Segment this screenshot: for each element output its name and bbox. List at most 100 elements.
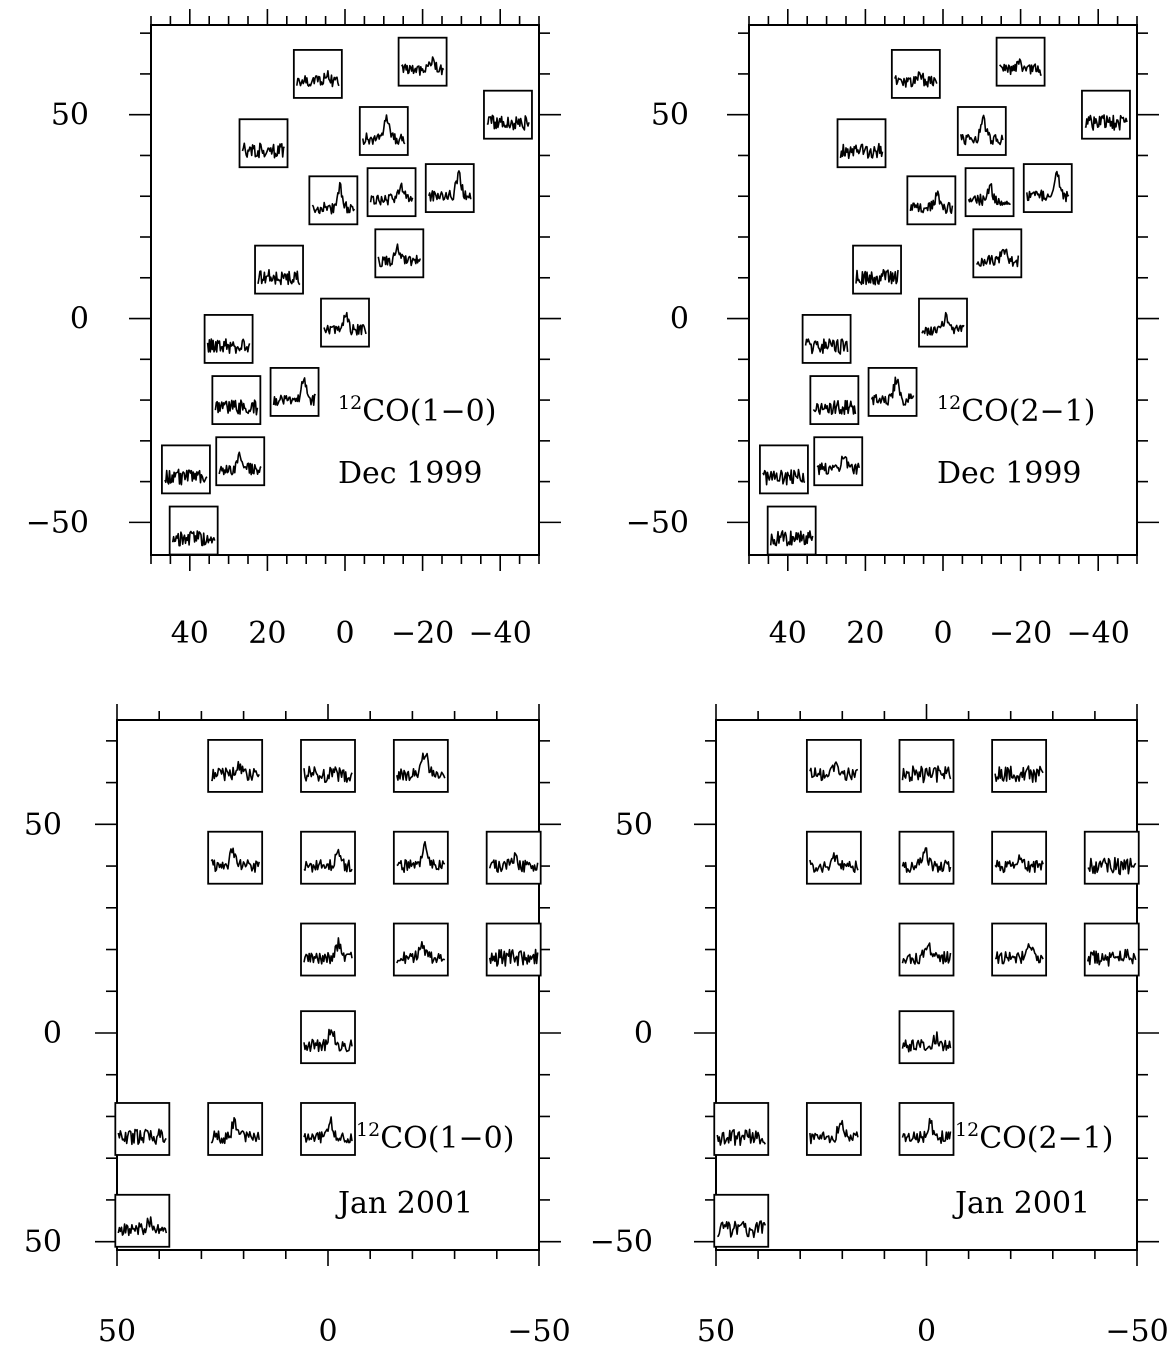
- spectrum-box: [852, 244, 902, 295]
- spectrum-box: [991, 922, 1048, 977]
- spectrum-trace: [769, 530, 814, 547]
- spectrum-frame: [366, 167, 417, 218]
- spectrum-trace: [901, 765, 952, 784]
- spectrum-trace: [311, 181, 356, 215]
- spectrum-box: [1083, 830, 1140, 885]
- spectrum-trace: [901, 847, 952, 873]
- spectrum-frame: [991, 922, 1048, 977]
- spectrum-frame: [1081, 89, 1131, 140]
- spectrum-trace: [1087, 856, 1137, 876]
- spectrum-trace: [362, 114, 406, 145]
- epoch-label: Jan 2001: [952, 1186, 1090, 1221]
- spectrum-trace: [171, 530, 216, 547]
- spectrum-frame: [918, 297, 968, 348]
- spectrum-frame: [898, 739, 955, 793]
- spectrum-trace: [241, 142, 285, 159]
- x-tick-label: 0: [933, 616, 952, 651]
- spectrum-box: [759, 444, 809, 495]
- spectrum-box: [358, 106, 409, 156]
- spectrum-trace: [369, 182, 414, 206]
- spectrum-frame: [713, 1193, 770, 1248]
- spectrum-box: [972, 228, 1023, 279]
- spectrum-box: [1083, 922, 1140, 977]
- spectrum-box: [809, 375, 860, 425]
- epoch-label: Jan 2001: [335, 1186, 473, 1221]
- spectrum-frame: [207, 739, 264, 793]
- spectrum-frame: [269, 367, 320, 417]
- spectrum-box: [392, 922, 449, 977]
- spectrum-frame: [114, 1102, 171, 1156]
- spectrum-box: [207, 830, 264, 885]
- spectrum-frame: [485, 922, 542, 977]
- molecule-name: CO(1−0): [362, 394, 496, 429]
- spectrum-trace: [995, 943, 1044, 965]
- spectrum-frame: [1083, 922, 1140, 977]
- spectrum-frame: [320, 297, 370, 348]
- spectrum-frame: [906, 175, 957, 226]
- spectrum-trace: [377, 243, 422, 268]
- spectrum-frame: [852, 244, 902, 295]
- spectrum-box: [995, 36, 1046, 87]
- plot-frame: [116, 719, 540, 1251]
- spectrum-frame: [308, 175, 359, 226]
- spectrum-box: [114, 1102, 171, 1156]
- spectrum-trace: [396, 941, 446, 965]
- y-tick-label: 50: [51, 98, 89, 133]
- x-tick-label: 0: [318, 1314, 337, 1349]
- spectrum-trace: [855, 269, 899, 286]
- spectrum-frame: [168, 505, 219, 556]
- spectrum-trace: [809, 761, 859, 782]
- spectrum-trace: [994, 854, 1044, 874]
- molecule-label: 12CO(1−0): [356, 1119, 514, 1156]
- spectrum-frame: [813, 436, 864, 487]
- spectrum-box: [766, 505, 817, 556]
- spectrum-box: [300, 1102, 356, 1156]
- spectrum-frame: [991, 739, 1048, 793]
- spectrum-trace: [210, 847, 260, 873]
- isotope-superscript: 12: [338, 392, 362, 414]
- spectrum-box: [392, 830, 449, 885]
- spectrum-trace: [303, 848, 353, 873]
- spectrum-box: [292, 49, 343, 99]
- molecule-label: 12CO(2−1): [937, 392, 1095, 429]
- spectrum-trace: [909, 190, 954, 214]
- spectrum-box: [161, 444, 211, 495]
- spectrum-frame: [805, 1102, 862, 1156]
- spectrum-trace: [296, 70, 340, 88]
- spectrum-box: [300, 1010, 356, 1065]
- isotope-superscript: 12: [937, 392, 961, 414]
- spectrum-box: [366, 167, 417, 218]
- spectrum-frame: [766, 505, 817, 556]
- spectrum-frame: [392, 739, 449, 793]
- spectrum-trace: [486, 114, 530, 131]
- spectrum-trace: [164, 468, 208, 486]
- spectrum-trace: [1026, 170, 1070, 203]
- spectrum-frame: [215, 436, 266, 487]
- spectrum-box: [805, 830, 862, 885]
- spectrum-box: [898, 922, 955, 977]
- x-tick-label: 40: [769, 616, 807, 651]
- spectrum-trace: [206, 338, 251, 354]
- spectrum-frame: [254, 244, 304, 295]
- spectrum-box: [392, 739, 449, 793]
- spectrum-box: [483, 89, 533, 140]
- spectrum-box: [308, 175, 359, 226]
- spectrum-frame: [392, 922, 449, 977]
- spectrum-box: [991, 830, 1048, 885]
- spectrum-box: [713, 1193, 770, 1248]
- spectrum-box: [207, 1102, 264, 1156]
- y-tick-label: 0: [670, 302, 689, 337]
- spectrum-trace: [994, 765, 1044, 783]
- spectrum-frame: [483, 89, 533, 140]
- spectrum-trace: [960, 114, 1004, 146]
- molecule-label: 12CO(1−0): [338, 392, 496, 429]
- spectrum-box: [805, 739, 862, 793]
- spectrum-trace: [967, 183, 1011, 206]
- spectrum-box: [898, 1102, 955, 1156]
- x-tick-label: 0: [335, 616, 354, 651]
- spectrum-trace: [1084, 114, 1128, 131]
- spectrum-trace: [488, 948, 539, 967]
- spectrum-box: [374, 228, 425, 279]
- isotope-superscript: 12: [356, 1119, 380, 1141]
- spectrum-box: [207, 739, 264, 793]
